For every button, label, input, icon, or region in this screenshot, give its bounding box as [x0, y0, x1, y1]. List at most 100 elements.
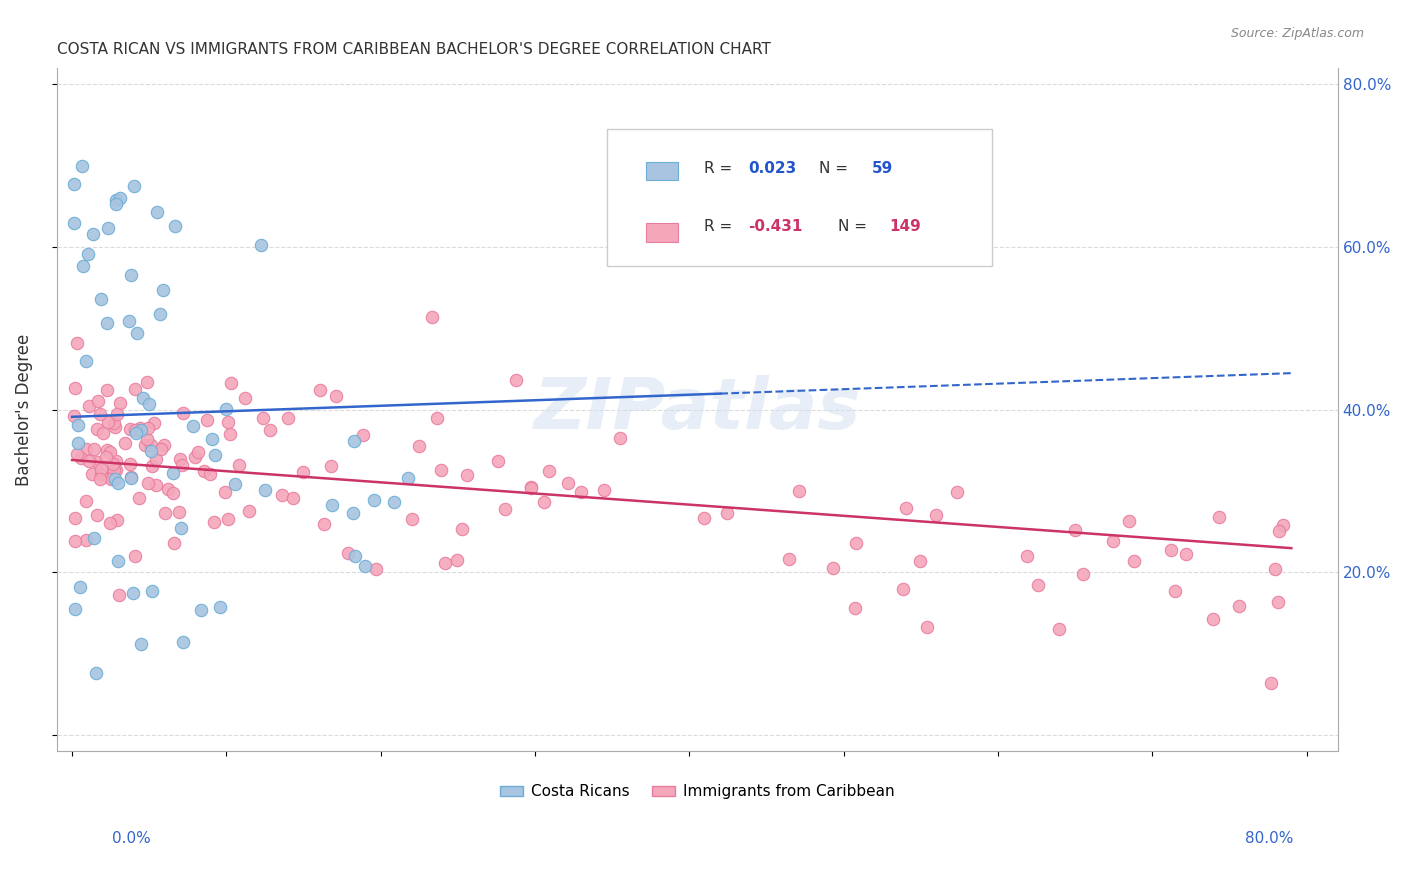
Immigrants from Caribbean [63, 409, 86, 424]
Costa Ricans [250, 238, 273, 252]
Immigrants from Caribbean [89, 408, 111, 422]
Immigrants from Caribbean [446, 552, 468, 566]
Immigrants from Caribbean [1160, 543, 1182, 558]
Immigrants from Caribbean [86, 455, 108, 469]
Text: 59: 59 [872, 161, 893, 177]
Costa Ricans [70, 159, 93, 173]
Immigrants from Caribbean [75, 494, 97, 508]
Immigrants from Caribbean [153, 437, 176, 451]
Immigrants from Caribbean [139, 438, 162, 452]
Immigrants from Caribbean [1268, 524, 1291, 538]
Costa Ricans [104, 472, 127, 486]
Costa Ricans [62, 216, 84, 230]
Immigrants from Caribbean [90, 462, 112, 476]
Immigrants from Caribbean [65, 335, 87, 350]
Costa Ricans [141, 583, 163, 598]
Costa Ricans [138, 397, 160, 411]
Immigrants from Caribbean [325, 389, 347, 403]
Immigrants from Caribbean [86, 508, 108, 522]
Immigrants from Caribbean [202, 515, 225, 529]
Immigrants from Caribbean [609, 431, 631, 445]
Immigrants from Caribbean [693, 510, 716, 524]
Immigrants from Caribbean [1260, 676, 1282, 690]
Immigrants from Caribbean [124, 423, 146, 437]
Text: -0.431: -0.431 [748, 219, 803, 234]
Immigrants from Caribbean [259, 423, 281, 437]
Immigrants from Caribbean [228, 458, 250, 472]
Legend: Costa Ricans, Immigrants from Caribbean: Costa Ricans, Immigrants from Caribbean [494, 778, 900, 805]
Text: 0.023: 0.023 [748, 161, 797, 177]
Immigrants from Caribbean [1063, 523, 1085, 537]
Immigrants from Caribbean [1047, 622, 1070, 636]
Immigrants from Caribbean [118, 458, 141, 472]
Immigrants from Caribbean [136, 375, 159, 389]
Immigrants from Caribbean [845, 536, 868, 550]
Text: R =: R = [703, 161, 737, 177]
Immigrants from Caribbean [89, 472, 111, 486]
Immigrants from Caribbean [184, 450, 207, 464]
Immigrants from Caribbean [233, 391, 256, 405]
Immigrants from Caribbean [520, 480, 543, 494]
Immigrants from Caribbean [63, 381, 86, 395]
Immigrants from Caribbean [352, 427, 374, 442]
Immigrants from Caribbean [110, 396, 132, 410]
Immigrants from Caribbean [217, 512, 239, 526]
Costa Ricans [344, 549, 367, 563]
Immigrants from Caribbean [69, 450, 91, 465]
Immigrants from Caribbean [103, 463, 125, 477]
Costa Ricans [105, 193, 128, 207]
Costa Ricans [149, 307, 172, 321]
Costa Ricans [201, 432, 224, 446]
Immigrants from Caribbean [823, 561, 845, 575]
Costa Ricans [129, 636, 152, 650]
Immigrants from Caribbean [170, 458, 193, 472]
Costa Ricans [162, 467, 184, 481]
Costa Ricans [107, 554, 129, 568]
Immigrants from Caribbean [908, 554, 931, 568]
Immigrants from Caribbean [1208, 509, 1230, 524]
Immigrants from Caribbean [844, 600, 866, 615]
Immigrants from Caribbean [592, 483, 614, 497]
Immigrants from Caribbean [90, 467, 112, 482]
Immigrants from Caribbean [163, 535, 186, 549]
Costa Ricans [208, 599, 231, 614]
Immigrants from Caribbean [136, 421, 159, 435]
Costa Ricans [120, 268, 142, 282]
Immigrants from Caribbean [891, 582, 914, 596]
Immigrants from Caribbean [533, 494, 555, 508]
Costa Ricans [152, 283, 174, 297]
Text: Source: ZipAtlas.com: Source: ZipAtlas.com [1230, 27, 1364, 40]
Costa Ricans [129, 423, 152, 437]
Costa Ricans [139, 444, 162, 458]
Costa Ricans [190, 603, 212, 617]
Immigrants from Caribbean [450, 522, 472, 536]
Immigrants from Caribbean [430, 463, 453, 477]
Immigrants from Caribbean [1163, 583, 1185, 598]
Immigrants from Caribbean [169, 452, 191, 467]
Immigrants from Caribbean [114, 435, 136, 450]
Costa Ricans [382, 494, 405, 508]
Immigrants from Caribbean [101, 457, 124, 471]
Immigrants from Caribbean [145, 478, 167, 492]
Costa Ricans [354, 558, 377, 573]
Bar [645, 223, 678, 242]
Immigrants from Caribbean [87, 394, 110, 409]
Immigrants from Caribbean [1123, 554, 1146, 568]
Immigrants from Caribbean [1272, 518, 1295, 533]
Costa Ricans [132, 391, 155, 405]
Immigrants from Caribbean [277, 411, 299, 425]
Costa Ricans [342, 506, 364, 520]
Immigrants from Caribbean [120, 470, 142, 484]
FancyBboxPatch shape [607, 129, 991, 266]
Immigrants from Caribbean [195, 413, 218, 427]
Costa Ricans [125, 326, 148, 341]
Immigrants from Caribbean [915, 620, 938, 634]
Costa Ricans [165, 219, 187, 233]
Immigrants from Caribbean [219, 376, 242, 390]
Immigrants from Caribbean [214, 484, 236, 499]
Immigrants from Caribbean [486, 454, 509, 468]
Costa Ricans [253, 483, 276, 498]
Costa Ricans [224, 477, 246, 491]
Costa Ricans [63, 601, 86, 615]
Immigrants from Caribbean [105, 453, 128, 467]
